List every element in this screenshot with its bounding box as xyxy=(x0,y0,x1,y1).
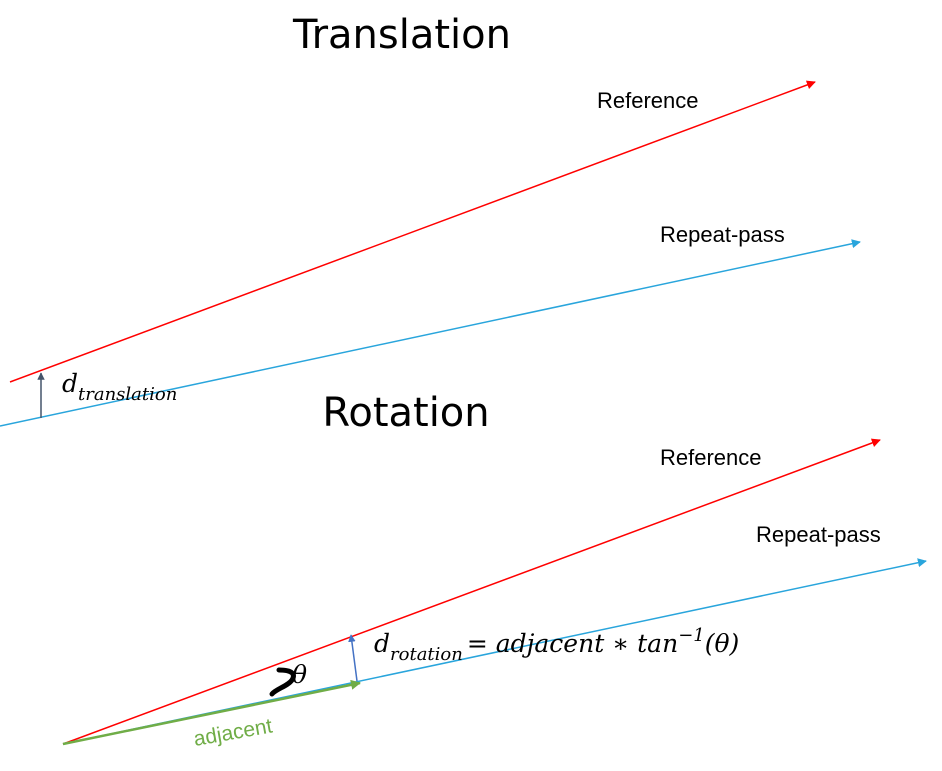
translation-repeat-pass-label: Repeat-pass xyxy=(660,222,785,247)
rotation-reference-label: Reference xyxy=(660,445,762,470)
translation-title: Translation xyxy=(292,12,511,58)
rotation-title: Rotation xyxy=(322,390,489,436)
theta-label: θ xyxy=(292,660,307,689)
translation-reference-arrow xyxy=(9,80,816,383)
d-rotation-arrow xyxy=(348,634,358,682)
rotation-repeat-pass-label: Repeat-pass xyxy=(756,522,881,547)
adjacent-arrow xyxy=(62,679,361,746)
translation-repeat-pass-arrow xyxy=(0,239,861,427)
adjacent-label: adjacent xyxy=(192,714,274,750)
rotation-reference-arrow xyxy=(62,438,881,745)
rotation-panel: Rotation Reference Repeat-pass adjacent … xyxy=(62,390,927,751)
translation-reference-label: Reference xyxy=(597,88,699,113)
angle-arc-icon xyxy=(269,667,296,697)
d-translation-label: dtranslation xyxy=(62,369,177,405)
d-rotation-formula: drotation = adjacent ∗ tan−1(θ) xyxy=(374,625,739,665)
translation-panel: Translation Reference Repeat-pass dtrans… xyxy=(0,12,861,427)
